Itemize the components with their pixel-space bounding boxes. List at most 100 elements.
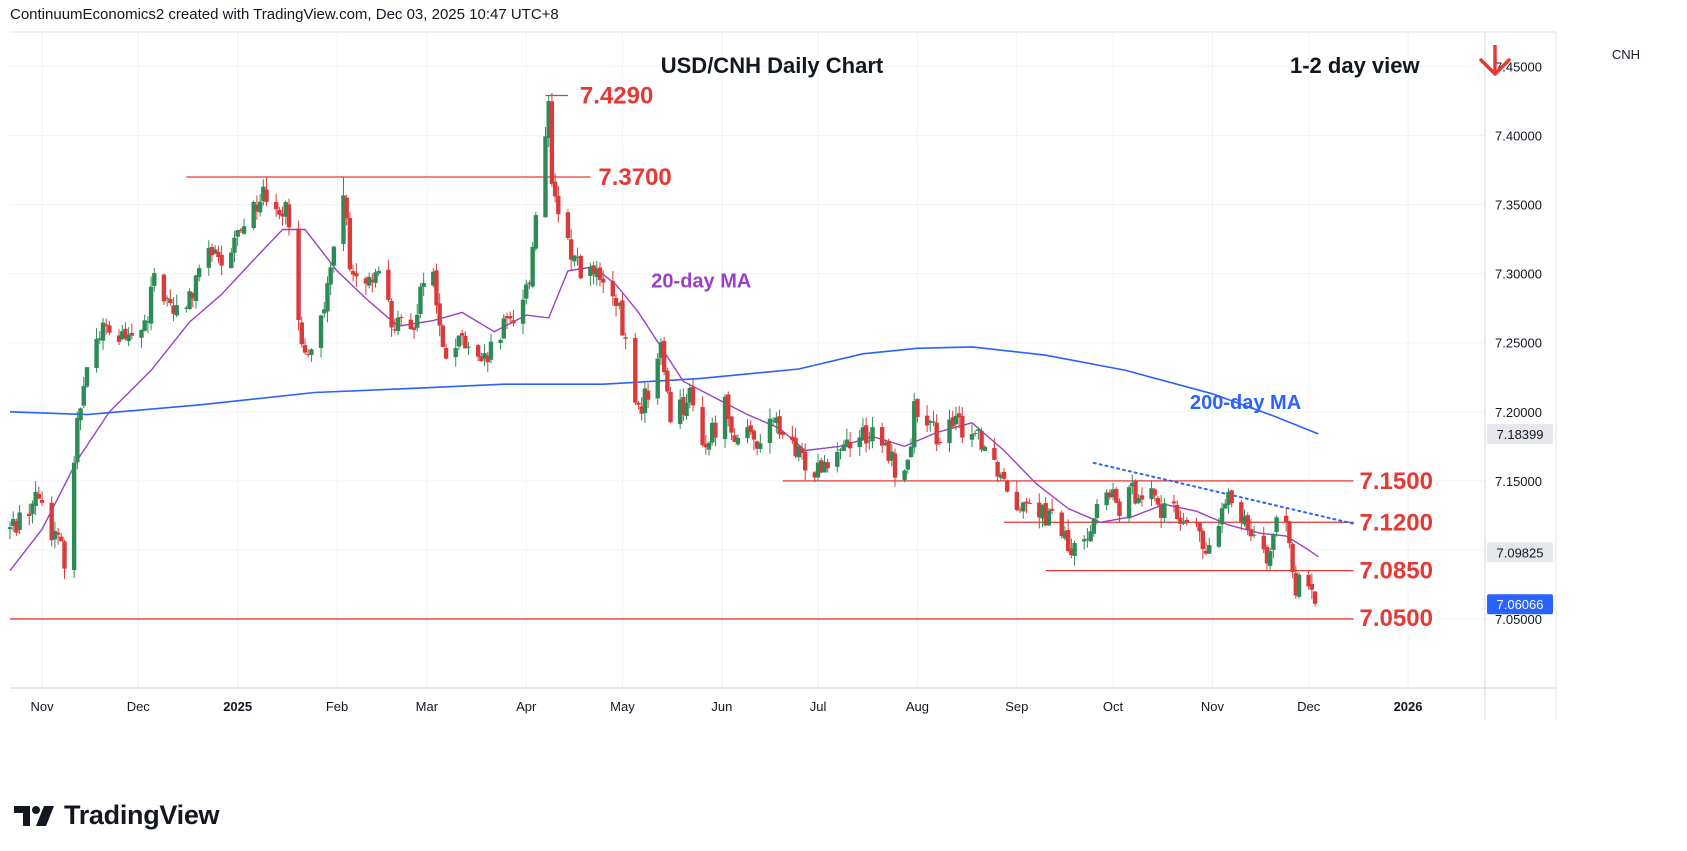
candle-body[interactable]	[928, 420, 933, 423]
candle-body[interactable]	[883, 442, 888, 446]
candle-body[interactable]	[100, 322, 106, 341]
candle-body[interactable]	[328, 267, 333, 285]
candle-body[interactable]	[1094, 503, 1100, 518]
candle-body[interactable]	[543, 136, 548, 218]
candle-body[interactable]	[992, 447, 997, 460]
candle-body[interactable]	[1194, 522, 1199, 524]
candle-body[interactable]	[120, 331, 125, 340]
candle-body[interactable]	[33, 491, 38, 507]
candle-body[interactable]	[546, 101, 551, 138]
candle-body[interactable]	[668, 391, 673, 423]
candle-body[interactable]	[1014, 491, 1020, 511]
candle-body[interactable]	[1024, 501, 1029, 504]
candle-body[interactable]	[1171, 501, 1177, 504]
candle-body[interactable]	[17, 512, 22, 530]
candle-body[interactable]	[482, 353, 487, 359]
candle-body[interactable]	[790, 436, 795, 441]
candle-body[interactable]	[700, 407, 705, 446]
candle-body[interactable]	[30, 503, 35, 515]
candle-body[interactable]	[1264, 546, 1270, 564]
candle-body[interactable]	[908, 446, 914, 457]
candle-body[interactable]	[309, 349, 314, 355]
candle-body[interactable]	[322, 309, 327, 314]
candle-body[interactable]	[296, 228, 301, 321]
candle-body[interactable]	[434, 270, 439, 306]
candle-body[interactable]	[578, 255, 583, 279]
candle-body[interactable]	[238, 229, 244, 232]
candle-body[interactable]	[386, 269, 391, 300]
candle-body[interactable]	[71, 462, 77, 571]
candle-body[interactable]	[774, 417, 779, 423]
candle-body[interactable]	[960, 415, 965, 438]
candle-body[interactable]	[735, 437, 741, 445]
candle-body[interactable]	[148, 286, 154, 324]
candle-body[interactable]	[1117, 501, 1122, 516]
candle-body[interactable]	[142, 320, 147, 331]
candle-body[interactable]	[937, 442, 943, 444]
candle-body[interactable]	[94, 338, 99, 368]
candle-body[interactable]	[261, 186, 266, 201]
candle-body[interactable]	[597, 267, 603, 280]
candle-body[interactable]	[366, 276, 372, 286]
candle-body[interactable]	[995, 461, 1000, 477]
candle-body[interactable]	[1149, 488, 1154, 500]
candle-body[interactable]	[75, 417, 80, 463]
candle-body[interactable]	[793, 437, 798, 457]
candle-body[interactable]	[62, 541, 67, 569]
candle-body[interactable]	[103, 324, 109, 327]
candle-body[interactable]	[905, 459, 911, 470]
candle-body[interactable]	[934, 422, 939, 445]
candle-body[interactable]	[59, 536, 64, 542]
candle-body[interactable]	[1005, 481, 1010, 492]
candle-body[interactable]	[123, 328, 128, 339]
candle-body[interactable]	[277, 209, 282, 215]
candle-body[interactable]	[219, 254, 224, 266]
candle-body[interactable]	[979, 430, 984, 450]
candle-body[interactable]	[530, 246, 535, 287]
candle-body[interactable]	[11, 519, 16, 527]
candle-body[interactable]	[213, 249, 218, 254]
candle-body[interactable]	[889, 451, 894, 461]
candle-body[interactable]	[1242, 516, 1247, 525]
candle-body[interactable]	[822, 461, 827, 473]
candle-body[interactable]	[912, 401, 917, 448]
candle-body[interactable]	[443, 347, 449, 359]
candle-body[interactable]	[620, 300, 625, 336]
candle-body[interactable]	[1136, 498, 1141, 503]
candle-body[interactable]	[1200, 530, 1206, 550]
candle-body[interactable]	[1152, 489, 1157, 496]
candle-body[interactable]	[1114, 488, 1119, 503]
candle-body[interactable]	[1271, 533, 1276, 550]
candle-body[interactable]	[870, 427, 875, 442]
candle-body[interactable]	[1046, 510, 1052, 526]
candle-body[interactable]	[206, 247, 212, 268]
candle-body[interactable]	[331, 246, 337, 266]
candle-body[interactable]	[126, 334, 131, 342]
candle-body[interactable]	[623, 337, 628, 339]
candle-body[interactable]	[116, 335, 122, 342]
candle-body[interactable]	[1197, 522, 1202, 532]
candle-body[interactable]	[152, 273, 157, 287]
candle-body[interactable]	[780, 431, 785, 435]
candle-body[interactable]	[710, 422, 715, 443]
candle-body[interactable]	[703, 444, 709, 448]
candle-body[interactable]	[1181, 521, 1186, 524]
candle-body[interactable]	[1229, 490, 1234, 504]
candle-body[interactable]	[107, 325, 112, 333]
candle-body[interactable]	[1104, 492, 1109, 506]
candle-body[interactable]	[264, 189, 269, 203]
candle-body[interactable]	[1290, 543, 1295, 572]
candle-body[interactable]	[78, 408, 83, 421]
candle-body[interactable]	[283, 202, 288, 217]
candle-body[interactable]	[713, 422, 718, 438]
candle-body[interactable]	[815, 462, 821, 478]
candle-body[interactable]	[969, 434, 975, 440]
candle-body[interactable]	[860, 427, 866, 440]
candle-body[interactable]	[498, 339, 503, 343]
candle-body[interactable]	[1065, 529, 1071, 552]
candle-body[interactable]	[501, 318, 507, 339]
candle-body[interactable]	[998, 474, 1004, 478]
candle-body[interactable]	[1312, 591, 1318, 604]
candle-body[interactable]	[508, 316, 513, 319]
